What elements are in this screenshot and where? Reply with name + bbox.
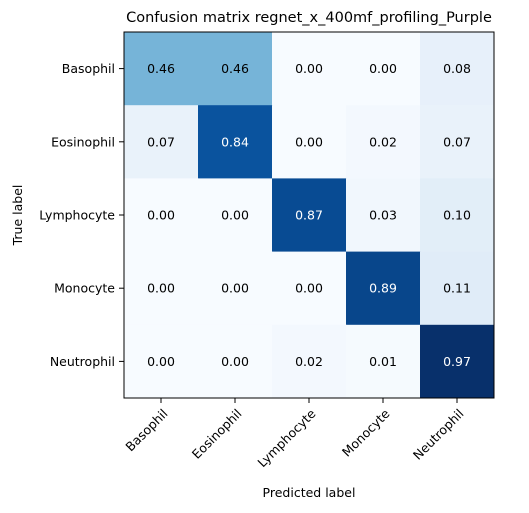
heatmap-cell: [420, 32, 495, 106]
heatmap-cell: [198, 251, 273, 326]
x-tick-label: Lymphocyte: [254, 406, 318, 470]
cell-value-label: 0.89: [369, 281, 397, 296]
heatmap-cell: [198, 32, 273, 106]
cell-value-label: 0.01: [369, 354, 397, 369]
heatmap-cell: [198, 178, 273, 253]
x-tick-label: Neutrophil: [410, 406, 467, 463]
cell-value-label: 0.00: [147, 281, 175, 296]
x-axis-label: Predicted label: [263, 485, 356, 500]
heatmap-cell: [420, 105, 495, 179]
cell-value-labels: 0.46 0.46 0.00 0.00 0.08 0.07 0.84 0.00 0.02 0.07…: [147, 61, 471, 369]
cell-value-label: 0.84: [221, 134, 249, 149]
heatmap-cell: [124, 105, 199, 179]
heatmap-cell: [420, 324, 495, 399]
heatmap-cell: [198, 105, 273, 179]
heatmap-cell: [346, 32, 421, 106]
cell-value-label: 0.02: [369, 134, 397, 149]
heatmap-cell: [420, 178, 495, 253]
cell-value-label: 0.87: [295, 208, 323, 223]
cell-value-label: 0.00: [221, 208, 249, 223]
x-tick-label: Eosinophil: [189, 406, 245, 462]
y-axis-label: True label: [10, 185, 25, 247]
heatmap-cell: [272, 105, 347, 179]
cell-value-label: 0.00: [295, 134, 323, 149]
y-tick-label: Monocyte: [54, 281, 115, 296]
heatmap-cell: [346, 105, 421, 179]
heatmap-cell: [198, 324, 273, 399]
cell-value-label: 0.00: [295, 281, 323, 296]
heatmap-cell: [272, 251, 347, 326]
y-tick-label: Neutrophil: [50, 354, 115, 369]
y-tick-label: Basophil: [62, 61, 115, 76]
cell-value-label: 0.00: [147, 354, 175, 369]
cell-value-label: 0.07: [147, 134, 175, 149]
cell-value-label: 0.00: [295, 61, 323, 76]
cell-value-label: 0.11: [443, 281, 471, 296]
y-tick-label: Eosinophil: [51, 134, 115, 149]
heatmap-cell: [124, 251, 199, 326]
x-tick-label: Monocyte: [339, 406, 393, 460]
cell-value-label: 0.03: [369, 208, 397, 223]
cell-value-label: 0.46: [221, 61, 249, 76]
x-tick-label: Basophil: [122, 406, 170, 454]
heatmap-cell: [272, 32, 347, 106]
cell-value-label: 0.97: [443, 354, 471, 369]
heatmap-cell: [420, 251, 495, 326]
cell-value-label: 0.00: [147, 208, 175, 223]
heatmap-cell: [124, 324, 199, 399]
heatmap-cell: [272, 178, 347, 253]
y-axis-ticks: Basophil Eosinophil Lymphocyte Monocyte Neut…: [39, 61, 124, 369]
heatmap-cell: [346, 324, 421, 399]
cell-value-label: 0.46: [147, 61, 175, 76]
heatmap-cell: [346, 251, 421, 326]
cell-value-label: 0.00: [221, 354, 249, 369]
cell-value-label: 0.08: [443, 61, 471, 76]
cell-value-label: 0.10: [443, 208, 471, 223]
cell-value-label: 0.02: [295, 354, 323, 369]
cell-value-label: 0.00: [369, 61, 397, 76]
heatmap-cell: [272, 324, 347, 399]
heatmap-cell: [124, 178, 199, 253]
cell-value-label: 0.07: [443, 134, 471, 149]
heatmap-cell: [124, 32, 199, 106]
x-axis-ticks: Basophil Eosinophil Lymphocyte Monocyte Neut…: [122, 398, 467, 470]
chart-title: Confusion matrix regnet_x_400mf_profilin…: [126, 10, 492, 26]
heatmap-cell: [346, 178, 421, 253]
heatmap-cells: [124, 32, 495, 399]
cell-value-label: 0.00: [221, 281, 249, 296]
y-tick-label: Lymphocyte: [39, 208, 115, 223]
